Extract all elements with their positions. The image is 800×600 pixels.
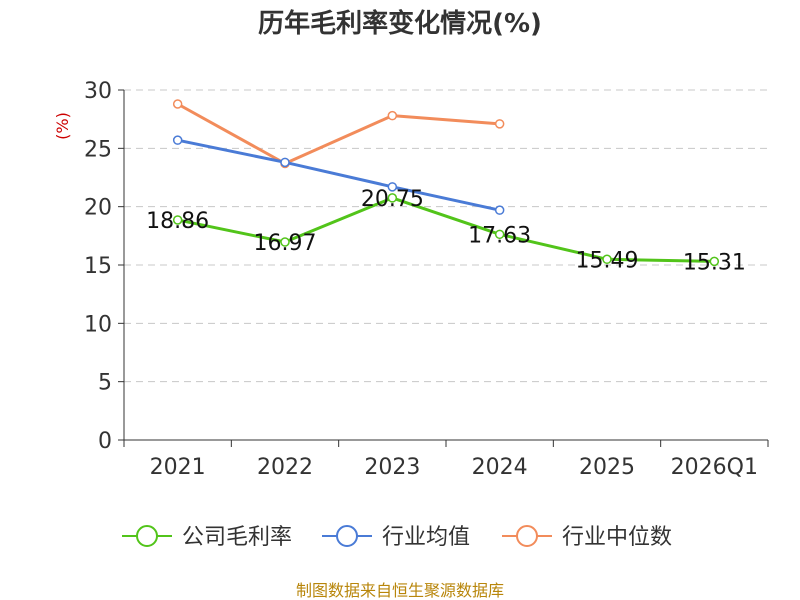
- point-s0-2023: [387, 193, 398, 203]
- series-line-0: [177, 196, 715, 263]
- y-tick-labels: 0 5 10 15 20 25 30: [84, 79, 112, 454]
- x-tick-labels: 2021 2022 2023 2024 2025 2026Q1: [150, 455, 758, 480]
- chart-title: 历年毛利率变化情况(%): [258, 8, 542, 39]
- data-label-2023: 20.75: [361, 187, 424, 212]
- series-lines: [172, 99, 720, 267]
- x-tick-label-2026Q1: 2026Q1: [671, 455, 758, 480]
- y-tick-label-25: 25: [84, 137, 112, 162]
- point-s0-2026Q1: [709, 256, 720, 267]
- x-tick-label-2023: 2023: [364, 455, 420, 480]
- legend-item-0[interactable]: 公司毛利率: [122, 525, 292, 550]
- axes: [118, 89, 769, 447]
- data-label-2022: 16.97: [254, 231, 317, 256]
- data-label-2021: 18.86: [146, 209, 209, 234]
- series-line-1: [177, 138, 500, 212]
- legend-item-1[interactable]: 行业均值: [322, 525, 470, 550]
- data-label-2025: 15.49: [576, 248, 639, 273]
- data-label-2026Q1: 15.31: [683, 250, 746, 275]
- source-note: 制图数据来自恒生聚源数据库: [296, 581, 504, 600]
- legend-label-1: 行业均值: [382, 525, 470, 550]
- legend[interactable]: 公司毛利率 行业均值 行业中位数: [122, 525, 672, 550]
- x-tick-label-2022: 2022: [257, 455, 313, 480]
- point-s1-2021: [172, 135, 183, 145]
- grid-lines: [124, 89, 768, 383]
- legend-marker-1: [336, 525, 358, 547]
- point-s0-2021: [172, 215, 183, 225]
- y-tick-label-10: 10: [84, 312, 112, 337]
- y-axis-label: (%): [53, 112, 72, 140]
- point-s2-2024: [494, 119, 505, 129]
- point-s2-2023: [387, 110, 398, 121]
- x-tick-label-2025: 2025: [579, 455, 635, 480]
- x-tick-label-2024: 2024: [472, 455, 528, 480]
- point-s0-2025: [602, 254, 612, 265]
- data-labels: 18.86 16.97 20.75 17.63 15.49 15.31: [146, 187, 746, 275]
- legend-item-2[interactable]: 行业中位数: [502, 525, 672, 550]
- legend-marker-2: [516, 525, 538, 547]
- point-s1-2022: [280, 157, 290, 168]
- y-tick-label-0: 0: [98, 429, 112, 454]
- data-label-2024: 17.63: [468, 223, 531, 248]
- point-s1-2024: [494, 205, 505, 215]
- y-tick-label-30: 30: [84, 79, 112, 104]
- legend-marker-0: [136, 525, 158, 547]
- point-s0-2024: [494, 229, 505, 240]
- y-tick-label-15: 15: [84, 254, 112, 279]
- x-tick-label-2021: 2021: [150, 455, 206, 480]
- point-s2-2021: [172, 99, 183, 109]
- legend-label-2: 行业中位数: [562, 525, 672, 550]
- legend-label-0: 公司毛利率: [182, 525, 292, 550]
- point-s1-2023: [387, 182, 398, 192]
- series-line-2: [176, 102, 500, 165]
- y-tick-label-5: 5: [98, 371, 112, 396]
- y-tick-label-20: 20: [84, 196, 112, 221]
- point-s0-2022: [280, 237, 290, 247]
